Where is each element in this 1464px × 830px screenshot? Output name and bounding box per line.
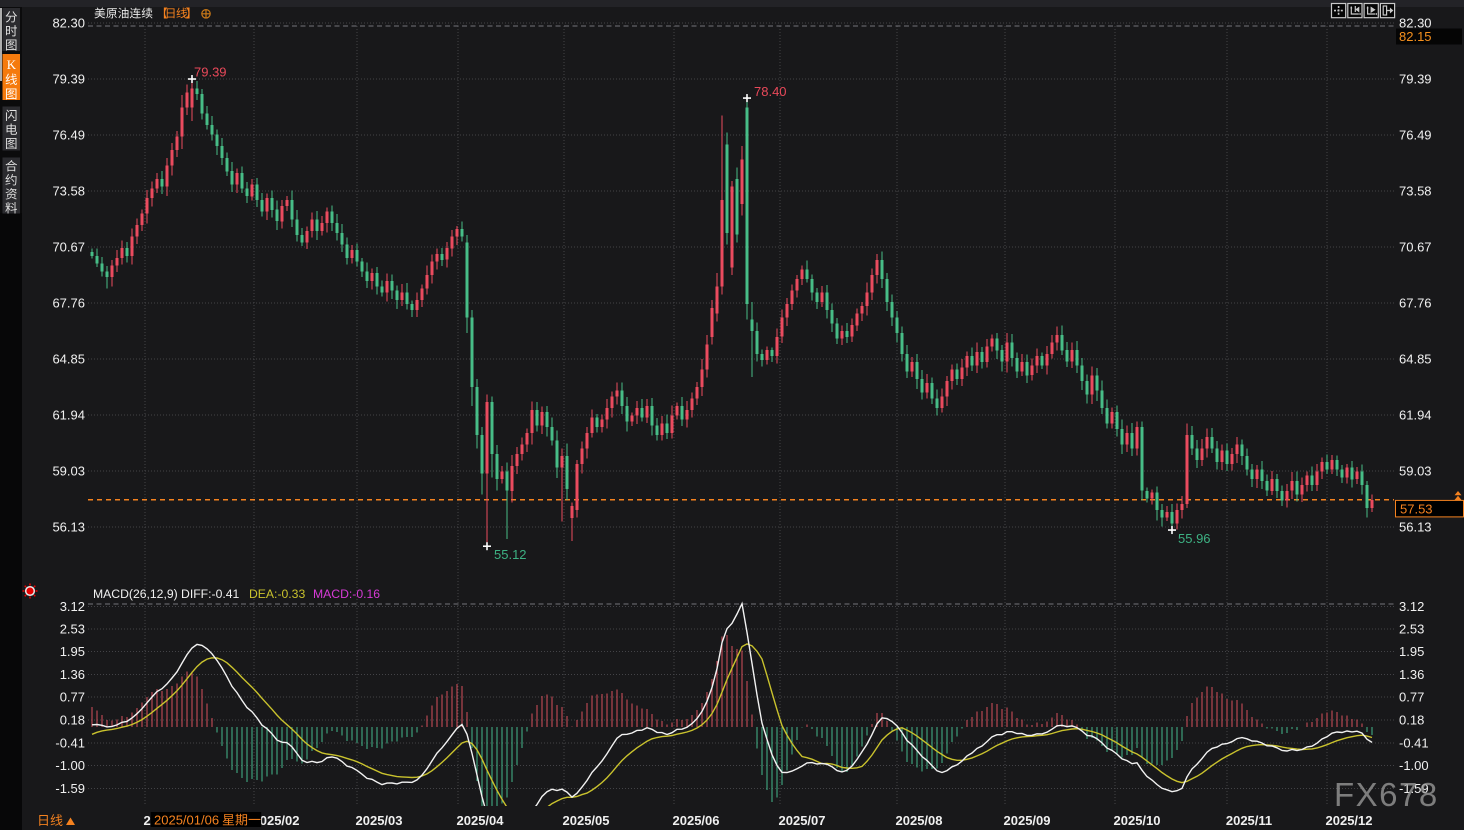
svg-text:0.18: 0.18 [1399,713,1424,728]
svg-text:2025/02: 2025/02 [253,813,300,828]
svg-text:64.85: 64.85 [52,351,85,366]
svg-text:2025/10: 2025/10 [1114,813,1161,828]
svg-text:-1.00: -1.00 [1399,758,1429,773]
svg-text:3.12: 3.12 [1399,599,1424,614]
svg-text:2025/08: 2025/08 [896,813,943,828]
svg-text:2025/09: 2025/09 [1004,813,1051,828]
svg-text:2025/06: 2025/06 [673,813,720,828]
svg-text:-1.00: -1.00 [55,758,85,773]
svg-text:2.53: 2.53 [1399,622,1424,637]
svg-text:82.30: 82.30 [1399,16,1432,31]
svg-text:56.13: 56.13 [1399,519,1432,534]
svg-text:73.58: 73.58 [52,183,85,198]
svg-text:82.15: 82.15 [1399,29,1432,44]
svg-text:FX678: FX678 [1334,776,1439,813]
svg-text:1.36: 1.36 [1399,667,1424,682]
svg-text:64.85: 64.85 [1399,351,1432,366]
svg-text:MACD(26,12,9) DIFF:-0.41: MACD(26,12,9) DIFF:-0.41 [93,587,240,601]
svg-text:56.13: 56.13 [52,519,85,534]
svg-text:76.49: 76.49 [52,127,85,142]
svg-text:79.39: 79.39 [52,72,85,87]
svg-text:1.95: 1.95 [1399,644,1424,659]
svg-text:2.53: 2.53 [60,622,85,637]
svg-text:2025/01/06: 2025/01/06 [154,813,219,828]
svg-text:2025/03: 2025/03 [356,813,403,828]
svg-text:57.53: 57.53 [1400,501,1433,516]
svg-text:59.03: 59.03 [52,463,85,478]
svg-text:61.94: 61.94 [1399,407,1432,422]
svg-text:67.76: 67.76 [52,295,85,310]
svg-text:59.03: 59.03 [1399,463,1432,478]
svg-text:55.12: 55.12 [494,547,527,562]
svg-text:2025/12: 2025/12 [1326,813,1373,828]
svg-text:55.96: 55.96 [1178,531,1211,546]
svg-text:-0.41: -0.41 [55,735,85,750]
svg-text:0.77: 0.77 [60,690,85,705]
svg-text:82.30: 82.30 [52,16,85,31]
svg-text:2025/05: 2025/05 [563,813,610,828]
svg-text:73.58: 73.58 [1399,183,1432,198]
svg-text:76.49: 76.49 [1399,127,1432,142]
svg-text:-0.41: -0.41 [1399,735,1429,750]
svg-text:2025/11: 2025/11 [1226,813,1272,828]
svg-text:-1.59: -1.59 [1399,781,1429,796]
svg-text:79.39: 79.39 [194,65,227,80]
svg-text:K: K [7,57,17,72]
svg-text:2025/04: 2025/04 [457,813,505,828]
svg-text:70.67: 70.67 [1399,239,1432,254]
svg-text:79.39: 79.39 [1399,72,1432,87]
svg-text:1.95: 1.95 [60,644,85,659]
svg-text:2025/07: 2025/07 [779,813,826,828]
svg-text:61.94: 61.94 [52,407,85,422]
svg-text:78.40: 78.40 [754,84,787,99]
svg-text:67.76: 67.76 [1399,295,1432,310]
svg-text:-1.59: -1.59 [55,781,85,796]
svg-text:0.77: 0.77 [1399,690,1424,705]
svg-text:DEA:-0.33: DEA:-0.33 [249,587,305,601]
svg-text:MACD:-0.16: MACD:-0.16 [313,587,380,601]
svg-text:1.36: 1.36 [60,667,85,682]
svg-text:0.18: 0.18 [60,713,85,728]
svg-text:70.67: 70.67 [52,239,85,254]
svg-text:3.12: 3.12 [60,599,85,614]
